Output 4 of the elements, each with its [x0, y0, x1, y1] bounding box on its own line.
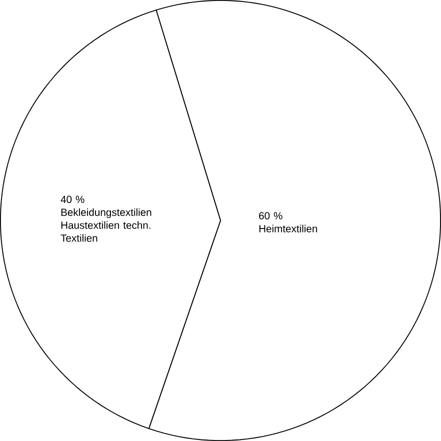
data-label: 40 %: [60, 196, 84, 204]
slice-label: Heimtextilien: [259, 224, 318, 232]
data-label: 60 %: [259, 212, 282, 220]
slice-label: Bekleidungstextilien Haustextilien techn. Textilien: [60, 208, 152, 242]
